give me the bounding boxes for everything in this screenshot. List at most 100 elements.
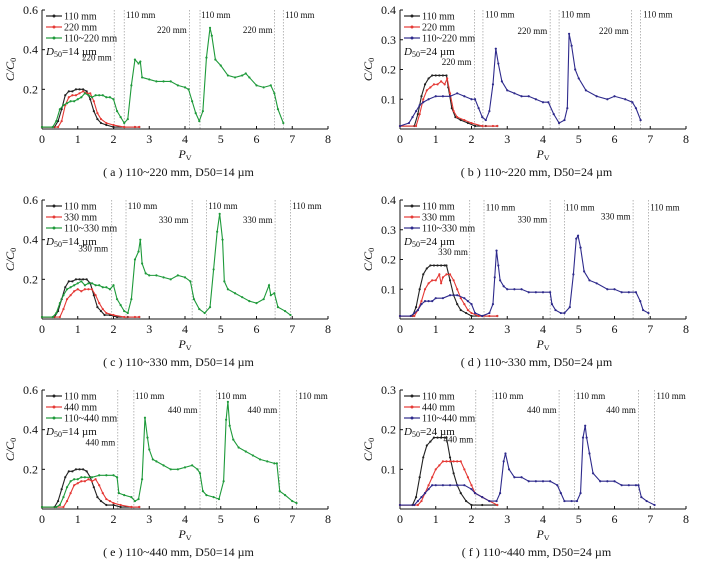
figure-caption: ( c ) 110~330 mm, D50=14 µm <box>103 355 254 369</box>
data-point <box>513 288 516 291</box>
data-point <box>237 446 240 449</box>
data-point <box>422 456 425 459</box>
data-point <box>493 276 496 279</box>
data-point <box>255 84 258 87</box>
data-point <box>448 456 452 459</box>
legend-label: 110 mm <box>422 12 455 23</box>
zone-label: 440 mm <box>168 405 198 415</box>
data-point <box>162 276 165 279</box>
data-point <box>198 307 201 311</box>
data-point <box>123 309 126 313</box>
data-point <box>456 92 459 95</box>
data-point <box>40 315 44 319</box>
data-point <box>205 494 208 497</box>
data-point <box>473 124 477 128</box>
data-point <box>196 468 199 471</box>
data-point <box>448 484 452 487</box>
data-point <box>69 480 72 483</box>
legend-label: 330 mm <box>422 213 455 224</box>
figure-caption: ( a ) 110~220 mm, D50=14 µm <box>103 165 254 179</box>
data-point <box>463 468 466 471</box>
data-point <box>579 492 582 495</box>
data-point <box>441 74 444 77</box>
data-point <box>80 476 83 479</box>
data-point <box>99 117 103 121</box>
x-tick-label: 0 <box>397 322 403 336</box>
legend-marker <box>52 226 56 230</box>
data-point <box>130 496 133 499</box>
series-line-1 <box>42 468 140 508</box>
data-point <box>499 279 502 282</box>
data-point <box>92 294 95 297</box>
data-point <box>620 484 623 487</box>
data-point <box>65 288 69 291</box>
data-point <box>155 460 158 463</box>
zone-label: 330 mm <box>159 215 189 225</box>
data-point <box>570 44 573 47</box>
data-point <box>82 90 85 93</box>
data-point <box>429 264 432 267</box>
legend-marker <box>52 405 56 409</box>
data-point <box>470 121 473 125</box>
data-point <box>133 258 137 261</box>
data-point <box>431 279 434 282</box>
data-point <box>82 88 85 91</box>
data-point <box>83 92 86 95</box>
x-tick-label: 7 <box>647 132 653 146</box>
data-point <box>459 297 462 300</box>
data-point <box>64 286 67 289</box>
data-point <box>222 480 225 483</box>
data-point <box>429 86 432 89</box>
data-point <box>269 84 272 87</box>
data-point <box>62 104 65 107</box>
zone-label: 330 mm <box>438 247 468 257</box>
data-point <box>226 74 229 77</box>
zone-label: 110 mm <box>643 9 672 19</box>
data-point <box>98 302 101 305</box>
data-point <box>456 460 459 463</box>
data-point <box>520 476 523 479</box>
data-point <box>413 311 416 315</box>
data-point <box>74 278 78 281</box>
data-point <box>520 95 523 98</box>
x-tick-label: 2 <box>111 132 117 146</box>
x-tick-label: 8 <box>683 322 689 336</box>
data-point <box>407 121 411 125</box>
data-point <box>639 118 642 122</box>
data-point <box>466 300 470 303</box>
data-point <box>443 83 446 86</box>
data-point <box>463 118 466 122</box>
data-point <box>477 107 480 110</box>
data-point <box>194 112 197 115</box>
data-point <box>466 476 470 479</box>
data-point <box>282 121 285 125</box>
data-point <box>420 496 423 499</box>
y-tick-label: 0.6 <box>23 383 38 397</box>
data-point <box>496 314 499 318</box>
data-point <box>534 291 537 294</box>
d50-annotation: D50=24 µm <box>403 426 455 439</box>
legend-label: 110~330 mm <box>64 224 117 235</box>
data-point <box>141 76 144 79</box>
legend-label: 110 mm <box>422 392 455 403</box>
data-point <box>83 480 86 483</box>
data-point <box>191 464 194 467</box>
data-point <box>432 83 436 86</box>
figure-caption: ( d ) 110~330 mm, D50=24 µm <box>460 355 613 369</box>
data-point <box>613 288 616 291</box>
data-point <box>499 492 502 495</box>
legend-marker <box>410 226 414 230</box>
zone-label: 110 mm <box>135 391 164 401</box>
data-point <box>273 462 276 465</box>
data-point <box>105 503 108 507</box>
legend-label: 110~440 mm <box>422 414 475 425</box>
data-point <box>465 499 468 503</box>
data-point <box>123 125 126 129</box>
zone-label: 330 mm <box>601 211 631 221</box>
data-point <box>413 314 416 318</box>
zone-label: 330 mm <box>78 244 108 254</box>
zone-label: 110 mm <box>486 202 515 212</box>
